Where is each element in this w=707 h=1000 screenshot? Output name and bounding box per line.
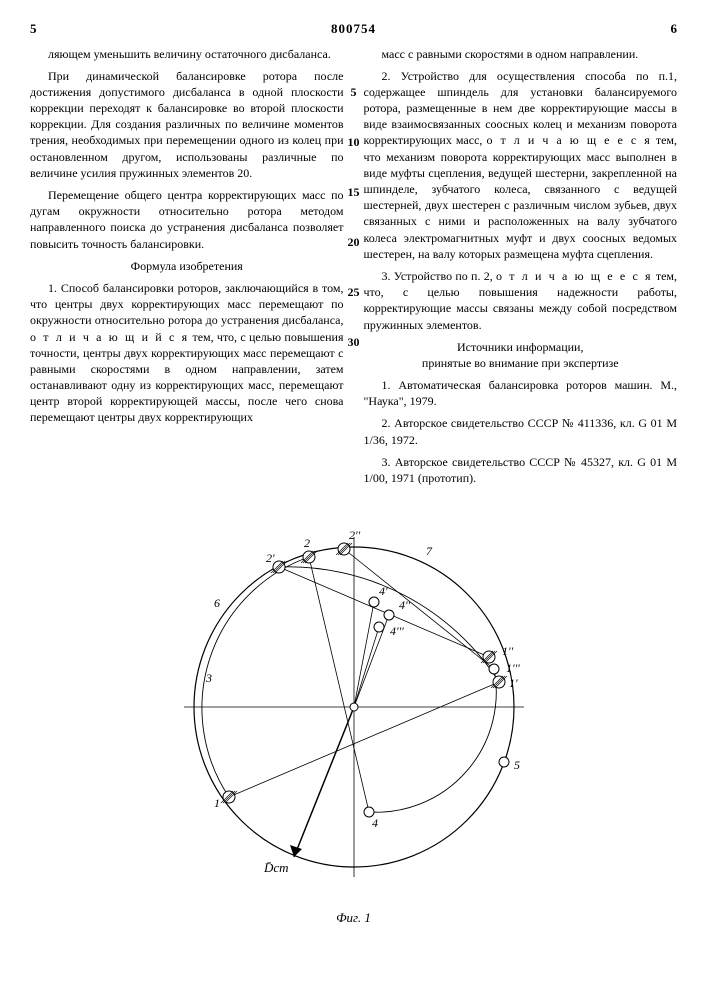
- svg-text:3: 3: [205, 671, 212, 685]
- text-columns: 5 10 15 20 25 30 ляющем уменьшить величи…: [30, 46, 677, 493]
- line-num: 10: [348, 134, 360, 150]
- source-3: 3. Авторское свидетельство СССР № 45327,…: [364, 454, 678, 486]
- figure-label: Фиг. 1: [30, 909, 677, 927]
- svg-text:6: 6: [214, 596, 220, 610]
- source-1: 1. Автоматическая балансировка роторов м…: [364, 377, 678, 409]
- svg-text:2'': 2'': [349, 528, 361, 542]
- line-num: 25: [348, 284, 360, 300]
- formula-title: Формула изобретения: [30, 258, 344, 274]
- sources-title: Источники информации, принятые во вниман…: [364, 339, 678, 371]
- svg-text:1': 1': [509, 676, 518, 690]
- right-column: масс с равными скоростями в одном направ…: [364, 46, 678, 493]
- claim-2: 2. Устройство для осуществления способа …: [364, 68, 678, 262]
- patent-number: 800754: [331, 20, 376, 38]
- para: масс с равными скоростями в одном направ…: [364, 46, 678, 62]
- claim-1: 1. Способ балансировки роторов, заключаю…: [30, 280, 344, 426]
- svg-text:5: 5: [514, 758, 520, 772]
- source-2: 2. Авторское свидетельство СССР № 411336…: [364, 415, 678, 447]
- page-num-left: 5: [30, 20, 37, 38]
- line-num: 30: [348, 334, 360, 350]
- para: ляющем уменьшить величину остаточного ди…: [30, 46, 344, 62]
- page-num-right: 6: [671, 20, 678, 38]
- svg-text:2: 2: [304, 536, 310, 550]
- line-num: 5: [351, 84, 357, 100]
- para: При динамической балансировке ротора пос…: [30, 68, 344, 181]
- svg-text:1'': 1'': [502, 644, 514, 658]
- svg-text:4''': 4''': [390, 624, 404, 638]
- svg-text:7: 7: [426, 544, 433, 558]
- left-column: ляющем уменьшить величину остаточного ди…: [30, 46, 344, 493]
- svg-text:2': 2': [266, 551, 275, 565]
- line-num: 15: [348, 184, 360, 200]
- para: Перемещение общего центра корректирующих…: [30, 187, 344, 252]
- svg-text:4'': 4'': [399, 598, 411, 612]
- figure-1: D̄ст 1 1' 1'' 1''' 2 2' 2'' 3 4 4' 4'' 4''' 5 6 7 Фиг. …: [30, 507, 677, 927]
- svg-text:1''': 1''': [506, 661, 520, 675]
- claim-3: 3. Устройство по п. 2, о т л и ч а ю щ е…: [364, 268, 678, 333]
- svg-text:D̄ст: D̄ст: [263, 860, 289, 875]
- diagram-svg: D̄ст 1 1' 1'' 1''' 2 2' 2'' 3 4 4' 4'' 4''' 5 6 7: [154, 507, 554, 907]
- page-header: 5 800754 6: [30, 20, 677, 38]
- svg-text:4: 4: [372, 816, 378, 830]
- svg-text:4': 4': [379, 584, 388, 598]
- svg-text:1: 1: [214, 796, 220, 810]
- line-num: 20: [348, 234, 360, 250]
